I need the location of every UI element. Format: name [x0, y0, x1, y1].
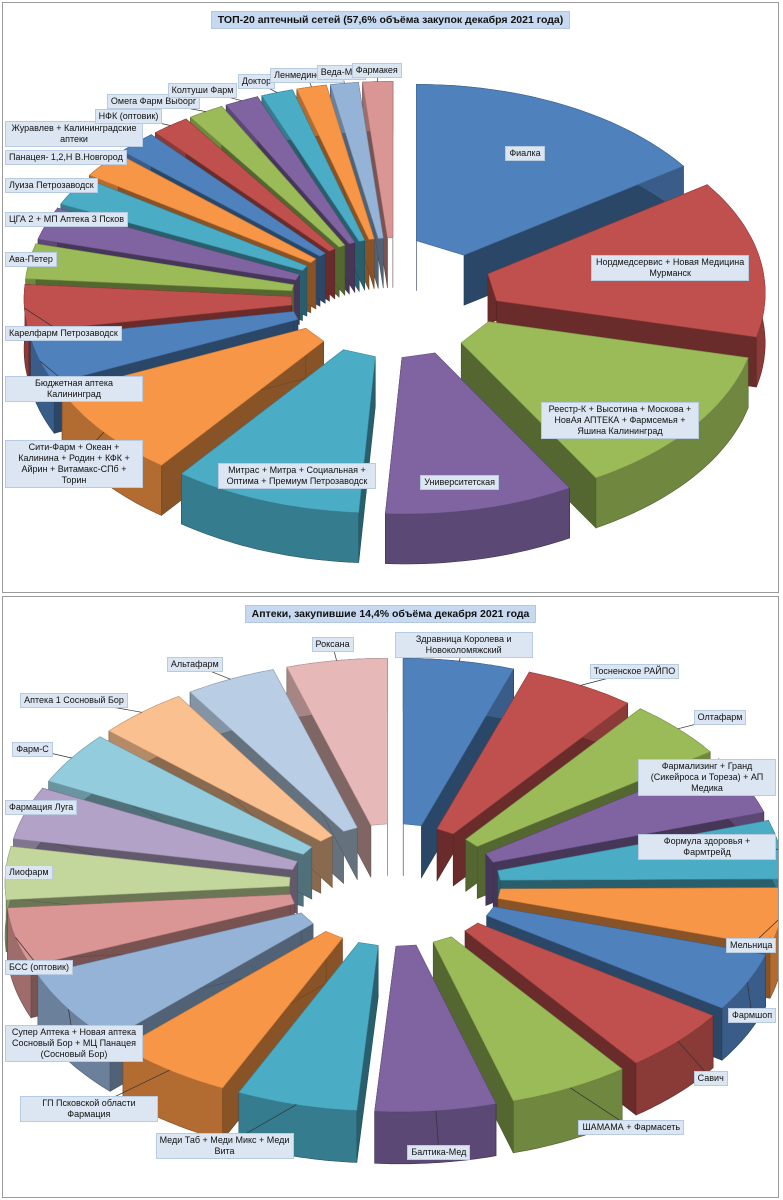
slice-top — [465, 708, 711, 847]
data-label: Митрас + Митра + Социальная + Оптима + П… — [217, 463, 376, 490]
slice-top — [432, 936, 623, 1102]
data-label: Фармация Луга — [5, 800, 78, 816]
data-label: Журавлев + Калининградские аптеки — [5, 121, 143, 148]
data-label: Университетская — [420, 474, 500, 490]
data-label: Фармализинг + Гранд (Сикейроса и Тореза)… — [638, 759, 776, 797]
slice-top — [261, 89, 366, 242]
data-label: ЦГА 2 + МП Аптека 3 Псков — [5, 211, 129, 227]
slice-top — [464, 922, 714, 1064]
chart-title-top20: ТОП-20 аптечный сетей (57,6% объёма заку… — [3, 10, 778, 29]
data-label: БСС (оптовик) — [5, 959, 73, 975]
data-label: Омега Фарм Выборг — [106, 94, 201, 110]
data-label: Савич — [693, 1070, 728, 1086]
data-label: Мельница — [726, 938, 777, 954]
data-label: Фармшоп — [728, 1007, 777, 1023]
data-label: Тосненское РАЙПО — [589, 663, 680, 679]
data-label: Альтафарм — [166, 657, 223, 673]
slice-top — [154, 118, 336, 252]
chart-panel-top20: ТОП-20 аптечный сетей (57,6% объёма заку… — [2, 2, 779, 593]
data-label: Фармакея — [351, 62, 402, 78]
data-label: ШАМАМА + Фармасеть — [578, 1120, 685, 1136]
slice-top — [296, 84, 375, 240]
data-label: Луиза Петрозаводск — [5, 177, 98, 193]
slice-top — [23, 284, 293, 332]
data-label: Бюджетная аптека Калининград — [5, 376, 143, 403]
data-label: Панацея- 1,2,Н В.Новгород — [5, 149, 127, 165]
data-label: Балтика-Мед — [407, 1144, 471, 1160]
slice-top — [486, 906, 767, 1009]
data-label: Фиалка — [505, 145, 545, 161]
pie-chart-top20 — [23, 70, 766, 565]
data-label: НФК (оптовик) — [94, 108, 163, 124]
chart-title-text: ТОП-20 аптечный сетей (57,6% объёма заку… — [210, 11, 571, 29]
chart-panel-pharmacies: Аптеки, закупившие 14,4% объёма декабря … — [2, 596, 779, 1198]
slice-top — [374, 944, 497, 1113]
slice-top — [286, 658, 388, 826]
chart-title-pharmacies: Аптеки, закупившие 14,4% объёма декабря … — [3, 604, 778, 623]
data-label: Реестр-К + Высотина + Москова + НовАя АП… — [540, 401, 699, 439]
data-label: Доктор — [237, 74, 276, 90]
slice-top — [385, 352, 571, 515]
data-label: Фарм-С — [12, 741, 53, 757]
slice-top — [189, 106, 346, 248]
data-label: Супер Аптека + Новая аптека Сосновый Бор… — [5, 1025, 143, 1063]
data-label: Ава-Петер — [5, 251, 57, 267]
slice-top — [436, 671, 629, 835]
data-label: ГП Псковской области Фармация — [19, 1096, 158, 1123]
slice-top — [238, 942, 379, 1111]
data-label: Нордмедсервис + Новая Медицина Мурманск — [591, 254, 750, 281]
data-label: Колтуши Фарм — [167, 82, 238, 98]
slice-top — [416, 84, 684, 256]
data-label: Меди Таб + Меди Микс + Меди Вита — [155, 1132, 294, 1159]
data-label: Олтафарм — [693, 710, 747, 726]
data-label: Аптека 1 Сосновый Бор — [20, 692, 128, 708]
slice-top — [362, 80, 394, 239]
data-label: Сити-Фарм + Океан + Калинина + Родин + К… — [5, 440, 143, 489]
slice-top — [48, 736, 313, 855]
data-label: Роксана — [311, 637, 354, 653]
slice-top — [7, 894, 295, 967]
pie-chart-pharmacies — [4, 644, 778, 1165]
data-label: Карелфарм Петрозаводск — [5, 326, 122, 342]
data-label: Лиофарм — [5, 864, 53, 880]
data-label: Формула здоровья + Фармтрейд — [638, 833, 776, 860]
data-label: Здравница Королева и Новоколомяжский — [394, 632, 533, 659]
slice-top — [225, 96, 356, 245]
pie-slice — [385, 352, 571, 565]
slice-top — [189, 669, 358, 832]
chart-title-text: Аптеки, закупившие 14,4% объёма декабря … — [244, 605, 537, 623]
slice-top — [330, 82, 384, 239]
slice-top — [108, 696, 333, 842]
slice-top — [402, 658, 515, 827]
pie-slice — [374, 944, 497, 1165]
